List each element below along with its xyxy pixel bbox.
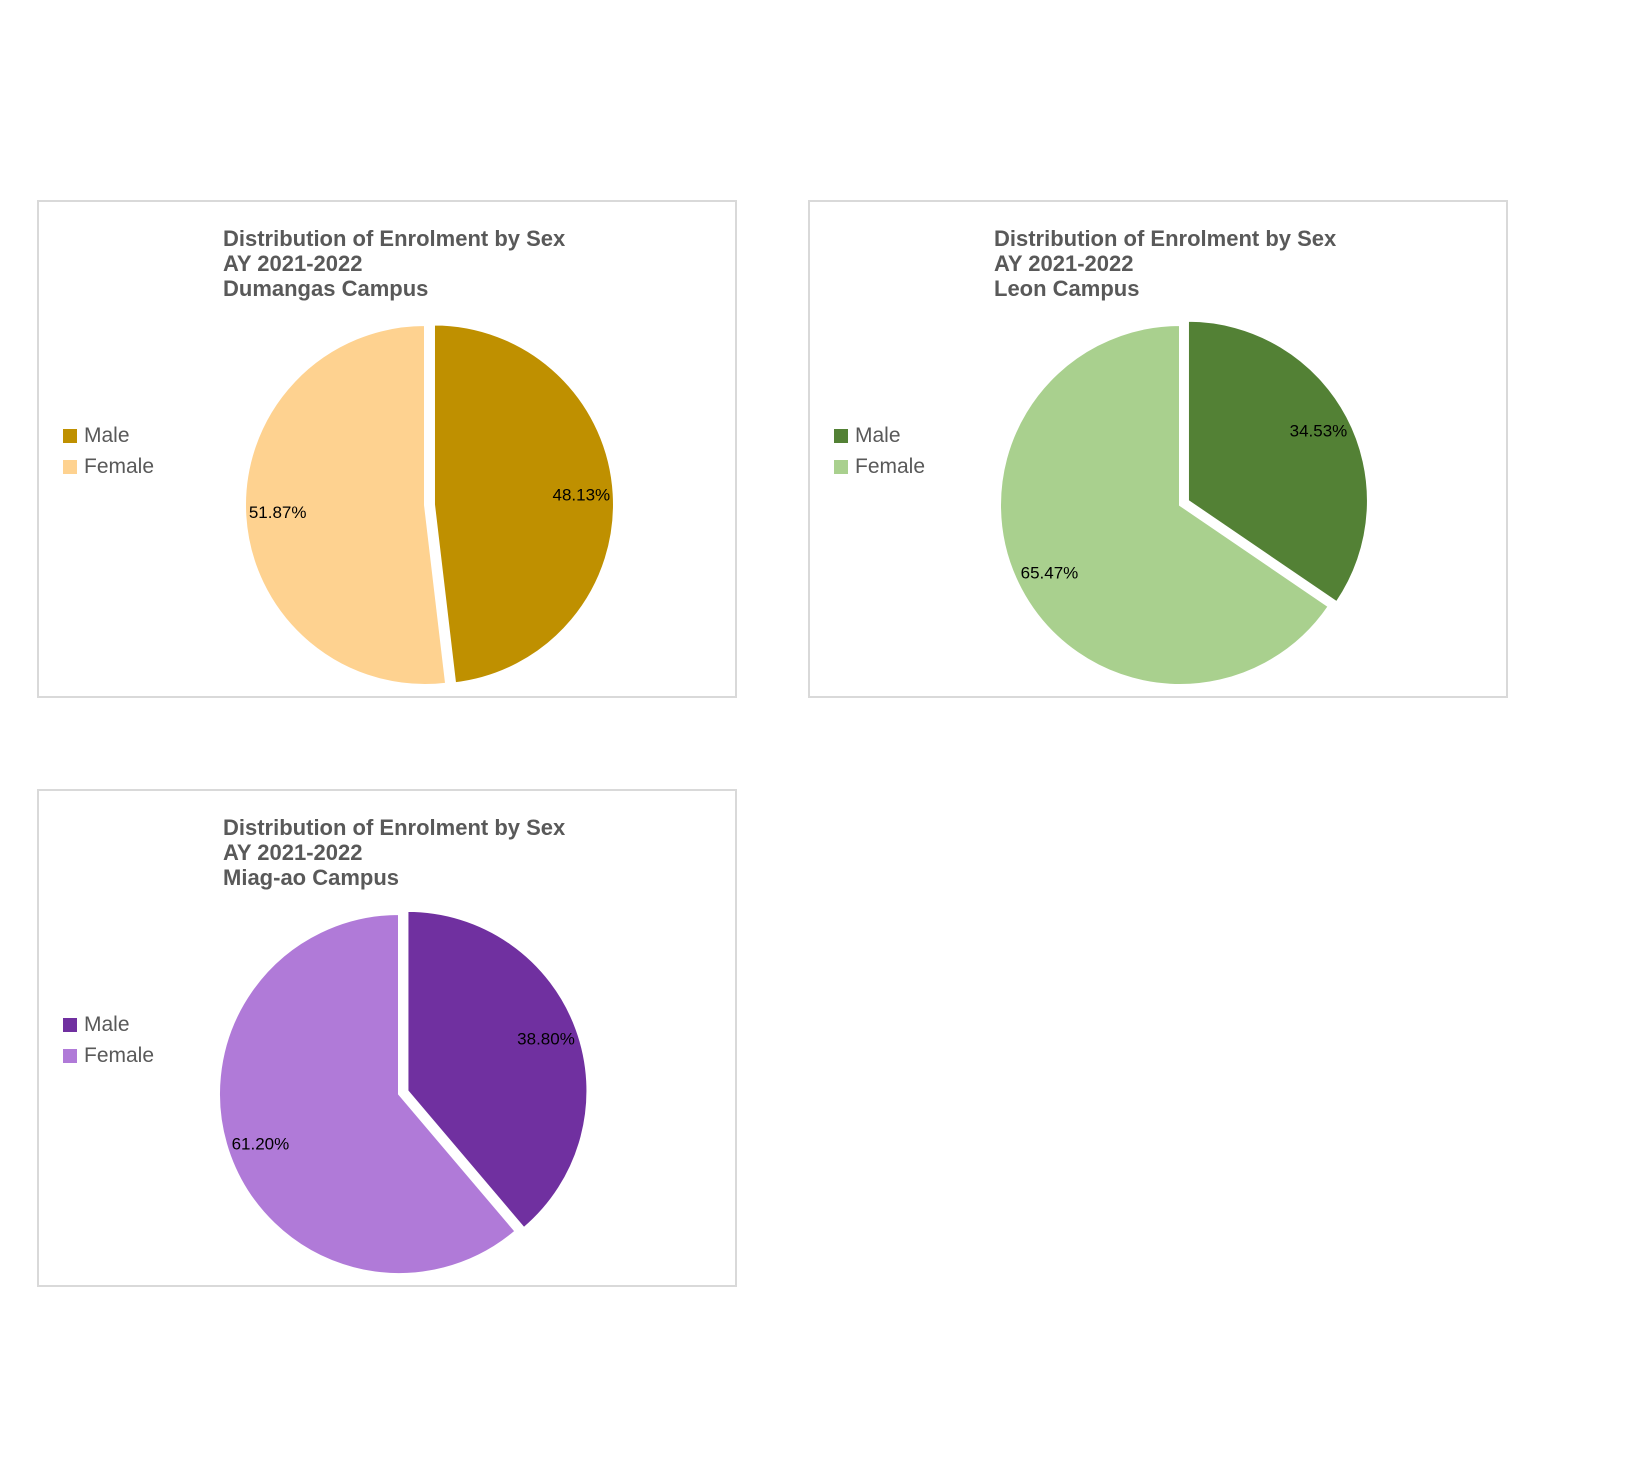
chart-title-line: Distribution of Enrolment by Sex: [994, 226, 1337, 251]
legend-label-female: Female: [84, 454, 155, 478]
legend-item-male: Male: [63, 420, 154, 451]
chart-legend: Male Female: [63, 420, 154, 482]
chart-title: Distribution of Enrolment by Sex AY 2021…: [994, 226, 1336, 301]
legend-swatch-female: [63, 459, 77, 474]
chart-title-line: AY 2021-2022: [223, 251, 363, 276]
legend-swatch-female: [834, 459, 848, 474]
chart-leon: Distribution of Enrolment by Sex AY 2021…: [808, 200, 1508, 698]
legend-swatch-male: [63, 428, 77, 443]
data-label-female: 61.20%: [232, 1134, 290, 1153]
data-label-male: 34.53%: [1290, 421, 1348, 440]
chart-title-line: Miag-ao Campus: [223, 865, 400, 890]
data-label-female: 51.87%: [249, 503, 307, 522]
pie-chart: 38.80% 61.20%: [218, 909, 589, 1275]
legend-label-female: Female: [84, 1043, 155, 1067]
pie-chart: 34.53% 65.47%: [999, 319, 1369, 686]
pie-slice-male: [432, 323, 615, 685]
legend-swatch-male: [63, 1017, 77, 1032]
pie-chart: 48.13% 51.87%: [244, 323, 615, 686]
chart-title-line: Dumangas Campus: [223, 276, 429, 301]
pie-slice-female: [999, 323, 1331, 686]
chart-dumangas: Distribution of Enrolment by Sex AY 2021…: [37, 200, 737, 698]
pie-slice-male: [1186, 319, 1369, 604]
chart-title-line: AY 2021-2022: [223, 840, 363, 865]
legend-item-female: Female: [63, 451, 154, 482]
chart-title-line: Distribution of Enrolment by Sex: [223, 815, 566, 840]
legend-label-male: Male: [84, 1012, 130, 1036]
pie-slice-male: [406, 909, 589, 1230]
legend-item-male: Male: [63, 1009, 154, 1040]
data-label-female: 65.47%: [1021, 563, 1079, 582]
legend-label-female: Female: [855, 454, 926, 478]
legend-item-male: Male: [834, 420, 925, 451]
chart-title: Distribution of Enrolment by Sex AY 2021…: [223, 815, 565, 890]
pie-slice-female: [218, 912, 517, 1275]
chart-title-line: AY 2021-2022: [994, 251, 1134, 276]
legend-label-male: Male: [855, 423, 901, 447]
chart-miagao: Distribution of Enrolment by Sex AY 2021…: [37, 789, 737, 1287]
chart-title-line: Leon Campus: [994, 276, 1140, 301]
data-label-male: 38.80%: [517, 1030, 575, 1049]
chart-title-line: Distribution of Enrolment by Sex: [223, 226, 566, 251]
chart-legend: Male Female: [63, 1009, 154, 1071]
legend-item-female: Female: [63, 1040, 154, 1071]
legend-swatch-female: [63, 1048, 77, 1063]
chart-legend: Male Female: [834, 420, 925, 482]
legend-item-female: Female: [834, 451, 925, 482]
legend-label-male: Male: [84, 423, 130, 447]
data-label-male: 48.13%: [552, 485, 610, 504]
chart-title: Distribution of Enrolment by Sex AY 2021…: [223, 226, 565, 301]
legend-swatch-male: [834, 428, 848, 443]
pie-slice-female: [244, 323, 448, 686]
